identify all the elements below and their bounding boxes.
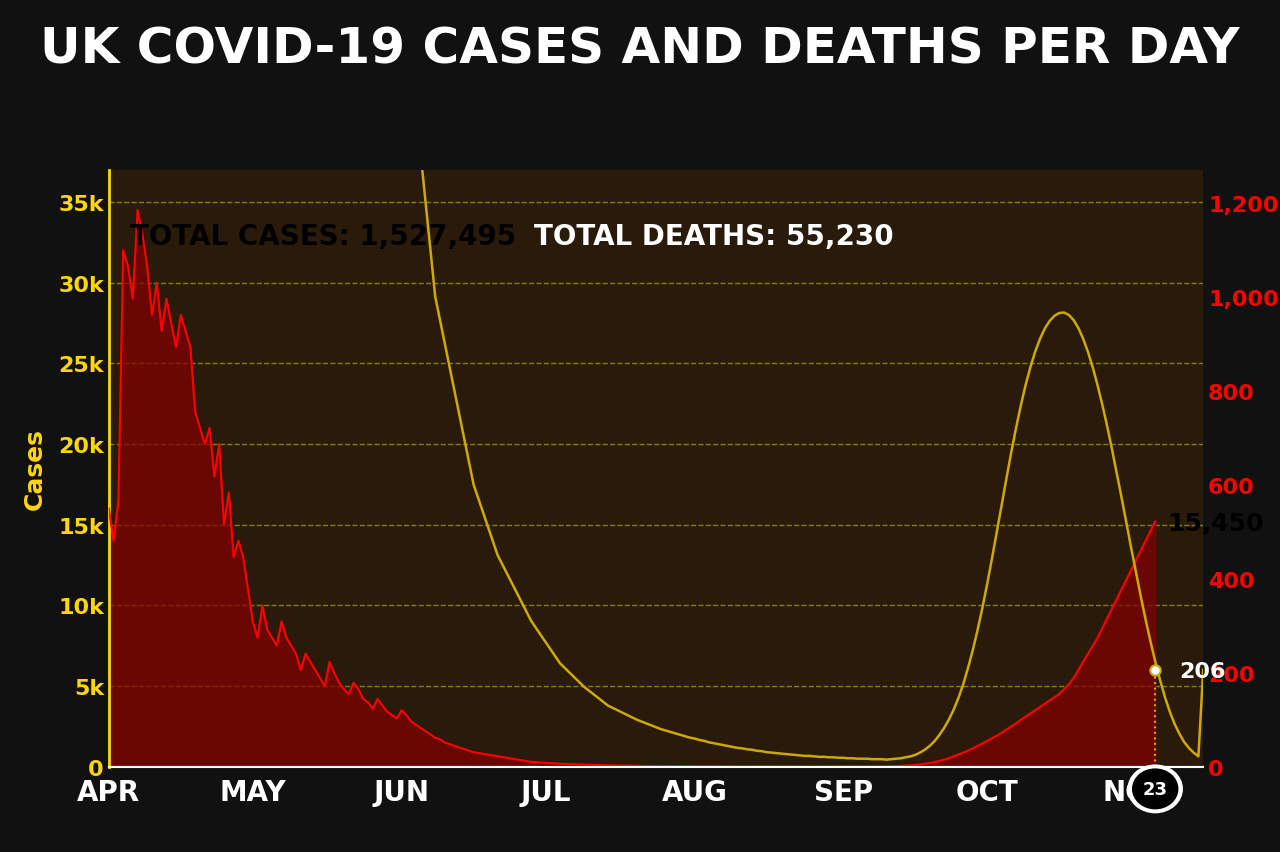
Text: 206: 206: [1179, 661, 1226, 681]
Text: UK COVID-19 CASES AND DEATHS PER DAY: UK COVID-19 CASES AND DEATHS PER DAY: [40, 25, 1240, 73]
Y-axis label: Cases: Cases: [23, 428, 47, 509]
Text: TOTAL CASES: 1,527,495: TOTAL CASES: 1,527,495: [131, 222, 516, 250]
Circle shape: [1133, 769, 1178, 809]
Text: 23: 23: [1143, 780, 1167, 798]
Text: TOTAL DEATHS: 55,230: TOTAL DEATHS: 55,230: [534, 222, 893, 250]
Circle shape: [1128, 765, 1183, 813]
Text: 15,450: 15,450: [1167, 511, 1263, 536]
